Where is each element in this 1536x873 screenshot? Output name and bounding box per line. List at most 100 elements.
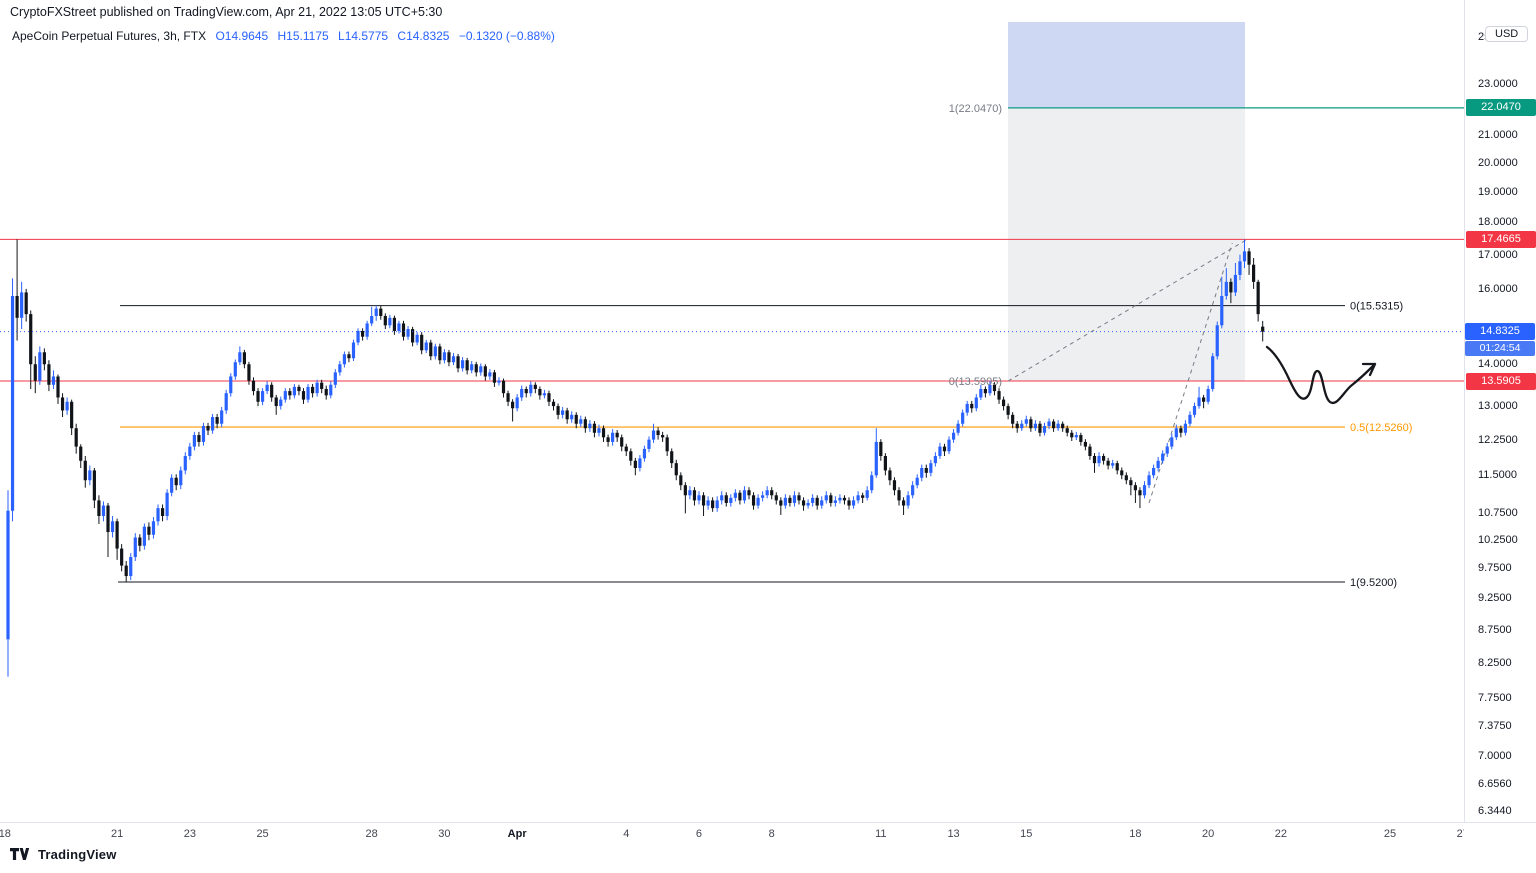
candle xyxy=(1188,411,1192,427)
price-tick: 16.0000 xyxy=(1478,282,1518,295)
candle xyxy=(233,359,237,380)
candle xyxy=(915,474,919,489)
tradingview-logo-icon xyxy=(10,848,30,860)
candle xyxy=(711,497,715,512)
candle xyxy=(697,491,701,505)
candle xyxy=(456,353,460,373)
candle xyxy=(988,381,992,396)
time-tick: 27 xyxy=(1456,828,1464,840)
candle xyxy=(97,495,101,524)
time-tick: 11 xyxy=(875,828,887,840)
time-axis-separator xyxy=(0,822,1536,823)
time-axis[interactable]: 18 21 23 25 28 30 Apr 4 6 8 11 13 15 18 20 22 25 27 xyxy=(0,823,1464,847)
candle xyxy=(279,396,283,410)
candle xyxy=(806,499,810,509)
candle xyxy=(256,388,260,407)
candle xyxy=(920,464,924,482)
time-tick: 8 xyxy=(768,828,775,840)
candle xyxy=(1138,487,1142,509)
price-tick: 10.2500 xyxy=(1478,534,1518,547)
candle xyxy=(565,407,569,424)
candle xyxy=(1001,396,1006,411)
candle xyxy=(670,448,674,468)
candle xyxy=(561,406,565,419)
chart-canvas[interactable]: 0(13.5905) 1(22.0470) 0(15.5315) 0.5(12.526… xyxy=(0,0,1464,822)
candle xyxy=(479,363,483,376)
candle xyxy=(906,491,910,509)
candle xyxy=(210,413,215,434)
candle xyxy=(520,385,524,401)
candle xyxy=(601,425,606,442)
candle xyxy=(201,422,206,446)
time-tick: 25 xyxy=(1383,828,1397,840)
candle xyxy=(779,497,783,515)
candle xyxy=(624,443,628,456)
candle xyxy=(297,384,301,396)
candle xyxy=(497,377,501,386)
candle xyxy=(1256,279,1260,322)
candle xyxy=(492,369,497,387)
candle xyxy=(811,494,815,507)
candle xyxy=(488,369,492,380)
candle xyxy=(1042,422,1047,436)
candle xyxy=(1051,419,1056,432)
price-level-pill: 17.4665 xyxy=(1466,230,1536,248)
dashed-projection-long xyxy=(1007,238,1248,382)
time-tick: 6 xyxy=(695,828,703,840)
candle xyxy=(415,332,419,346)
candle xyxy=(1201,394,1206,409)
candle xyxy=(701,492,706,516)
candle xyxy=(674,459,678,481)
candle xyxy=(1247,248,1251,275)
candle xyxy=(661,431,665,442)
candle xyxy=(742,486,747,504)
candle xyxy=(788,495,792,507)
candle xyxy=(465,357,469,375)
price-level-pill: 13.5905 xyxy=(1466,372,1536,390)
price-tick: 9.7500 xyxy=(1478,562,1512,575)
candle xyxy=(1092,453,1097,473)
time-tick: 13 xyxy=(947,828,960,840)
candle xyxy=(801,497,806,511)
candle xyxy=(656,427,660,440)
candle xyxy=(115,518,119,560)
price-tick: 17.0000 xyxy=(1478,248,1518,261)
candle xyxy=(992,382,997,396)
candle xyxy=(756,494,760,509)
candle xyxy=(1215,321,1219,360)
candle xyxy=(301,388,306,404)
candle xyxy=(929,459,933,477)
candle xyxy=(747,487,751,500)
candle xyxy=(356,328,360,346)
time-tick: 21 xyxy=(110,828,124,840)
candle xyxy=(70,399,74,436)
price-tick: 20.0000 xyxy=(1478,156,1518,169)
candle xyxy=(220,406,224,428)
candle xyxy=(942,443,947,456)
candle xyxy=(1047,418,1051,430)
tradingview-attribution-link[interactable]: TradingView xyxy=(10,847,117,862)
time-tick: 23 xyxy=(183,828,196,840)
candle xyxy=(524,386,528,398)
candle xyxy=(42,348,46,371)
candle xyxy=(420,332,424,355)
candle xyxy=(1224,268,1228,300)
candle xyxy=(633,457,637,476)
candle xyxy=(533,382,537,394)
candle xyxy=(351,339,356,362)
candle xyxy=(883,453,887,476)
candle xyxy=(1015,421,1019,433)
price-tick: 9.2500 xyxy=(1478,592,1512,605)
currency-toggle-button[interactable]: USD xyxy=(1485,26,1529,42)
candle xyxy=(588,420,592,432)
candle xyxy=(1020,420,1024,431)
price-tick: 23.0000 xyxy=(1478,78,1518,90)
candle xyxy=(215,413,219,429)
price-tick: 19.0000 xyxy=(1478,185,1518,198)
candle xyxy=(851,496,856,509)
candle xyxy=(1192,402,1197,418)
candle xyxy=(861,492,865,503)
candle xyxy=(433,343,437,360)
price-axis[interactable]: 25.000023.000021.000020.000019.000018.00… xyxy=(1464,0,1536,822)
